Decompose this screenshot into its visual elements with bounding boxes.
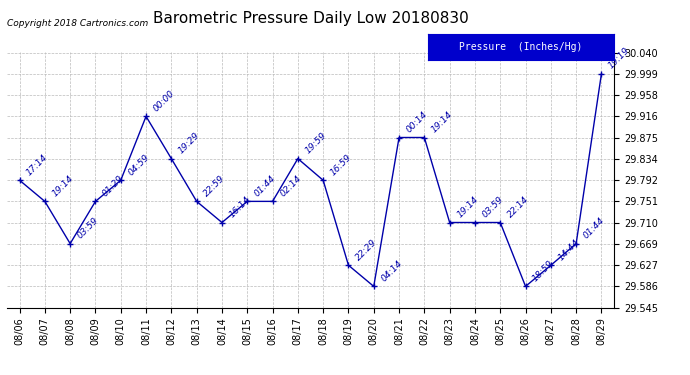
Text: 16:14: 16:14 (228, 195, 253, 220)
Text: 19:59: 19:59 (304, 131, 328, 156)
Text: 19:14: 19:14 (50, 174, 75, 199)
Text: 19:19: 19:19 (607, 46, 632, 71)
Text: 01:44: 01:44 (253, 174, 277, 199)
Text: 03:59: 03:59 (76, 216, 101, 241)
Text: Copyright 2018 Cartronics.com: Copyright 2018 Cartronics.com (7, 20, 148, 28)
Text: 03:59: 03:59 (480, 195, 505, 220)
Text: 19:29: 19:29 (177, 131, 201, 156)
Text: 17:14: 17:14 (25, 153, 50, 177)
Text: 22:59: 22:59 (202, 174, 227, 199)
Text: 02:14: 02:14 (278, 174, 303, 199)
Text: 22:14: 22:14 (506, 195, 531, 220)
Text: 22:29: 22:29 (354, 238, 379, 262)
Text: 04:59: 04:59 (126, 153, 151, 177)
Text: Pressure  (Inches/Hg): Pressure (Inches/Hg) (460, 42, 582, 52)
Text: 00:14: 00:14 (404, 110, 429, 135)
Text: 18:59: 18:59 (531, 259, 556, 284)
Text: 04:14: 04:14 (380, 259, 404, 284)
Text: 01:44: 01:44 (582, 216, 607, 241)
Text: 19:14: 19:14 (455, 195, 480, 220)
Text: 14:44: 14:44 (556, 238, 581, 262)
Text: 16:59: 16:59 (328, 153, 353, 177)
Text: 01:29: 01:29 (101, 174, 126, 199)
Text: 19:14: 19:14 (430, 110, 455, 135)
Text: 00:00: 00:00 (152, 89, 177, 114)
Text: Barometric Pressure Daily Low 20180830: Barometric Pressure Daily Low 20180830 (152, 11, 469, 26)
